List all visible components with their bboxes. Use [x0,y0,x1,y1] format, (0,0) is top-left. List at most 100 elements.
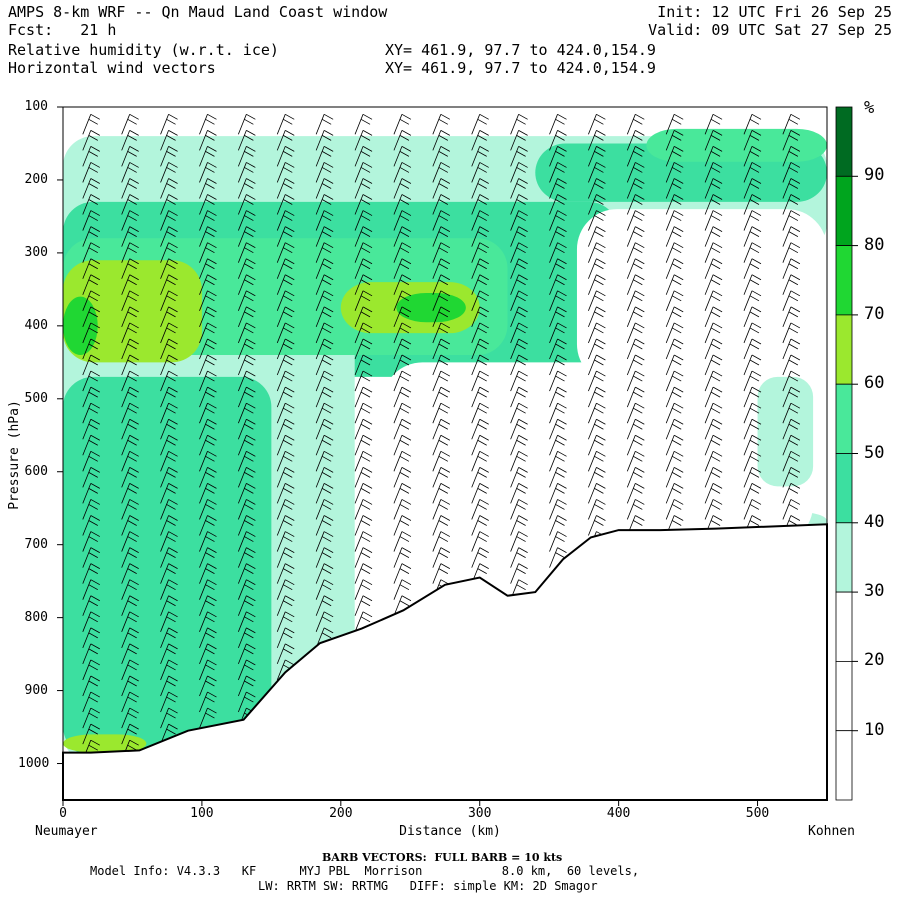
wind-barb [510,129,528,151]
barb-shaft [510,419,519,440]
wind-barb [354,129,373,151]
barb-tick [594,311,604,318]
wind-barb [82,370,100,392]
barb-tick [440,129,451,136]
wind-barb [588,386,606,408]
colorbar-label: 30 [864,581,885,602]
barb-tick [321,568,332,575]
wind-barb [782,354,801,376]
barb-shaft [199,563,208,584]
wind-barb [743,450,762,472]
barb-tick [127,648,137,655]
barb-tick [594,488,604,494]
barb-tick [129,627,139,634]
barb-tick [712,113,723,120]
barb-tick [321,167,332,173]
barb-tick [88,648,98,655]
barb-shaft [549,547,558,568]
wind-barb [237,113,256,135]
barb-tick [129,707,139,714]
barb-tick [672,118,682,125]
barb-tick [246,386,256,393]
barb-tick [596,515,606,521]
barb-tick [360,391,371,398]
barb-tick [555,343,565,350]
barb-tick [477,247,487,254]
barb-tick [88,167,98,173]
barb-shaft [665,146,675,167]
barb-shaft [743,451,753,472]
wind-barb [471,274,489,295]
barb-tick [166,680,176,687]
barb-tick [712,386,723,393]
wind-barb [354,322,373,344]
barb-shaft [237,242,247,263]
barb-shaft [199,611,208,632]
barb-shaft [199,258,208,279]
wind-barb [510,306,528,328]
barb-tick [518,483,528,489]
wind-barb [665,178,684,199]
barb-tick [749,520,760,526]
barb-shaft [82,306,92,328]
barb-tick [285,113,295,120]
barb-tick [244,343,254,350]
barb-shaft [199,306,208,328]
barb-tick [440,483,451,489]
wind-barb [82,515,100,536]
barb-shaft [276,515,286,536]
barb-shaft [199,274,208,295]
barb-shaft [782,386,792,408]
barb-tick [127,407,137,414]
barb-tick [90,723,100,730]
barb-tick [674,386,684,393]
barb-tick [438,263,449,270]
barb-tick [674,499,684,505]
barb-tick [674,129,684,136]
barb-tick [205,134,215,141]
wind-barb [237,210,256,231]
barb-tick [790,129,801,136]
barb-tick [127,632,137,639]
barb-tick [323,162,334,168]
barb-tick [401,258,412,265]
barb-tick [129,162,139,168]
wind-barb [665,226,684,247]
barb-shaft [393,467,403,488]
barb-tick [712,258,723,265]
barb-tick [518,290,528,297]
barb-tick [244,488,254,494]
wind-barb [549,242,567,263]
wind-barb [510,499,528,520]
wind-barb [393,242,412,263]
wind-barb [471,162,489,183]
wind-barb [199,595,217,616]
wind-barb [393,113,412,135]
barb-tick [555,167,565,173]
barb-tick [401,579,412,586]
wind-barb [665,386,684,408]
barb-shaft [782,306,792,328]
barb-shaft [510,114,519,135]
barb-tick [440,418,451,425]
barb-tick [633,295,643,302]
barb-tick [244,231,254,237]
barb-tick [90,499,100,505]
barb-tick [555,359,565,366]
barb-shaft [471,146,481,167]
wind-barb [315,146,334,167]
wind-barb [549,531,567,552]
barb-tick [633,199,643,205]
barb-shaft [237,531,247,552]
wind-barb [743,162,762,183]
wind-barb [276,547,295,568]
barb-tick [790,450,801,457]
barb-tick [88,391,98,398]
wind-barb [276,402,295,424]
barb-tick [516,423,526,430]
barb-tick [321,118,332,125]
barb-shaft [199,210,208,231]
wind-barb [549,499,567,520]
wind-barb [743,306,762,328]
barb-tick [788,167,799,173]
